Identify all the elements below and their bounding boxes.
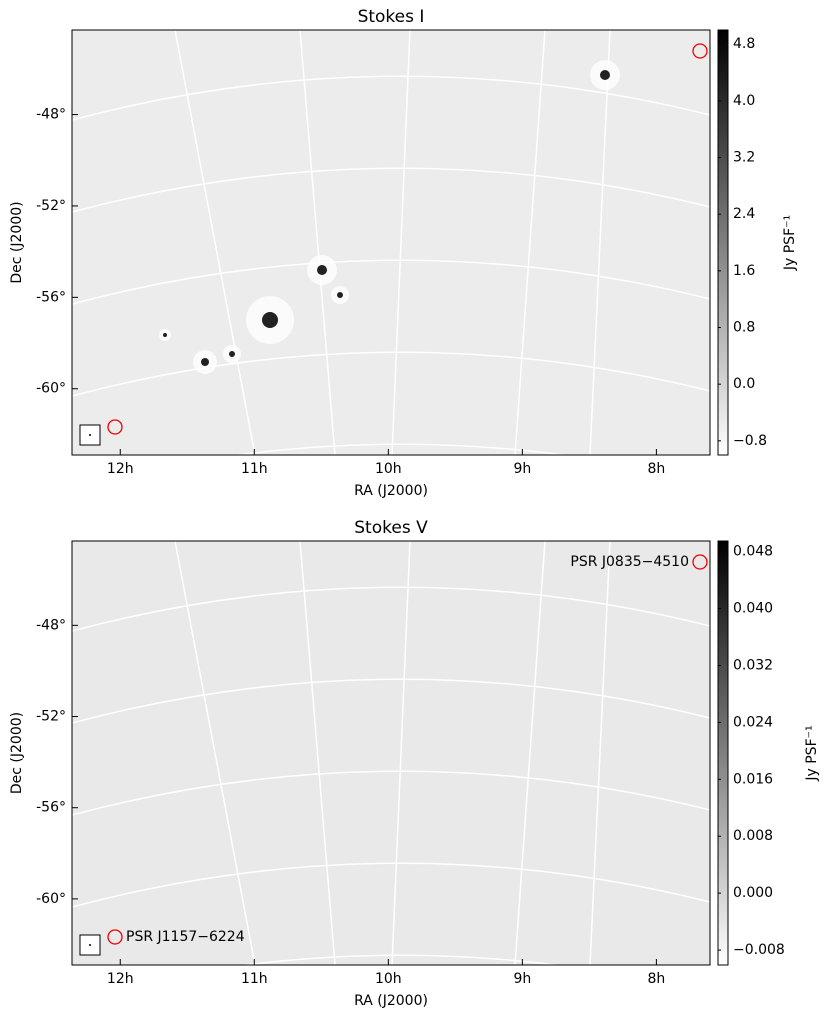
sky-image <box>72 541 710 965</box>
x-axis-label: RA (J2000) <box>354 993 428 1009</box>
x-tick-label: 9h <box>513 971 531 987</box>
y-tick-label: -48° <box>36 107 66 123</box>
coordinate-grid <box>71 75 711 121</box>
x-tick-label: 11h <box>241 971 268 987</box>
coordinate-grid <box>71 259 711 305</box>
y-tick-label: -56° <box>36 289 66 305</box>
coordinate-grid <box>174 540 256 966</box>
coordinate-grid <box>71 351 711 397</box>
annotation: PSR J1157−6224 <box>126 929 245 945</box>
colorbar-tick-label: 0.0 <box>733 376 755 392</box>
x-tick-label: 11h <box>241 461 268 477</box>
colorbar-tick-label: 0.048 <box>733 544 773 560</box>
source <box>163 333 167 337</box>
colorbar-tick-label: 4.8 <box>733 36 755 52</box>
colorbar-tick-label: 0.032 <box>733 657 773 673</box>
coordinate-grid <box>71 862 711 908</box>
colorbar-tick-label: 0.040 <box>733 601 773 617</box>
colorbar-tick-label: 2.4 <box>733 206 755 222</box>
chart-title: Stokes V <box>354 518 428 538</box>
colorbar-tick-label: 3.2 <box>733 150 755 166</box>
x-tick-label: 12h <box>107 461 134 477</box>
beam <box>89 434 91 436</box>
beam <box>89 944 91 946</box>
coordinate-grid <box>299 29 336 456</box>
source <box>229 351 235 357</box>
y-tick-label: -52° <box>36 198 66 214</box>
x-tick-label: 10h <box>375 461 402 477</box>
colorbar-label: Jy PSF⁻¹ <box>804 725 820 781</box>
y-axis-label: Dec (J2000) <box>9 712 25 794</box>
coordinate-grid <box>299 540 336 966</box>
x-tick-label: 8h <box>647 971 665 987</box>
colorbar-tick-label: 1.6 <box>733 263 755 279</box>
plot-frame <box>71 540 711 966</box>
marker-circle <box>692 43 708 59</box>
y-tick-label: -60° <box>36 891 66 907</box>
source <box>262 312 278 328</box>
colorbar-tick-label: −0.8 <box>733 433 767 449</box>
marker-circle <box>107 929 123 945</box>
y-tick-label: -52° <box>36 709 66 725</box>
y-tick-label: -56° <box>36 800 66 816</box>
coordinate-grid <box>71 443 711 489</box>
coordinate-grid <box>589 540 611 966</box>
plot-frame <box>71 29 711 456</box>
annotation: PSR J0835−4510 <box>570 554 689 570</box>
colorbar-tick-label: 0.8 <box>733 320 755 336</box>
y-tick-label: -60° <box>36 381 66 397</box>
coordinate-grid <box>391 29 411 456</box>
coordinate-grid <box>391 540 411 966</box>
coordinate-grid <box>71 770 711 816</box>
coordinate-grid <box>71 954 711 1000</box>
x-tick-label: 10h <box>375 971 402 987</box>
coordinate-grid <box>174 29 256 456</box>
coordinate-grid <box>71 586 711 632</box>
source <box>201 358 209 366</box>
x-tick-label: 12h <box>107 971 134 987</box>
colorbar <box>717 540 729 966</box>
colorbar-tick-label: 4.0 <box>733 93 755 109</box>
coordinate-grid <box>71 167 711 213</box>
coordinate-grid <box>589 29 611 456</box>
colorbar-tick-label: 0.000 <box>733 885 773 901</box>
colorbar-tick-label: 0.016 <box>733 771 773 787</box>
y-axis-label: Dec (J2000) <box>9 201 25 283</box>
sky-image <box>72 30 710 455</box>
y-tick-label: -48° <box>36 617 66 633</box>
colorbar <box>717 29 729 456</box>
marker-circle <box>107 419 123 435</box>
source <box>337 292 343 298</box>
colorbar-label: Jy PSF⁻¹ <box>782 215 798 271</box>
colorbar-tick-label: 0.008 <box>733 828 773 844</box>
source <box>600 70 610 80</box>
x-tick-label: 9h <box>513 461 531 477</box>
colorbar-tick-label: −0.008 <box>733 942 785 958</box>
coordinate-grid <box>514 29 546 456</box>
x-axis-label: RA (J2000) <box>354 483 428 499</box>
colorbar-tick-label: 0.024 <box>733 714 773 730</box>
chart-title: Stokes I <box>358 7 425 27</box>
coordinate-grid <box>71 678 711 724</box>
coordinate-grid <box>514 540 546 966</box>
marker-circle <box>692 554 708 570</box>
x-tick-label: 8h <box>647 461 665 477</box>
source <box>317 265 327 275</box>
